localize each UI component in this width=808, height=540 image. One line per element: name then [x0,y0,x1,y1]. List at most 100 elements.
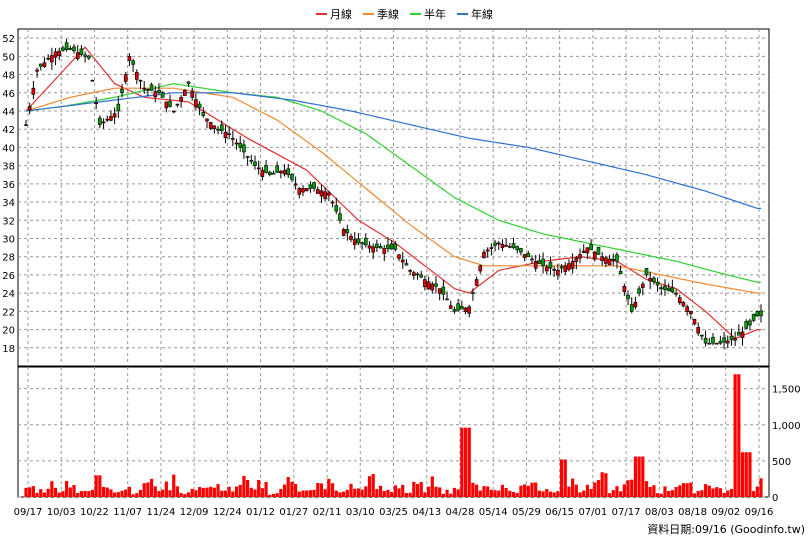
volume-axis: 1,500 1,000 500 0 [772,385,801,504]
candle-body [445,298,449,301]
candle-body [75,52,80,60]
price-tick-label: 46 [2,89,15,100]
volume-bar [696,490,700,497]
volume-bar [593,482,597,497]
volume-bar [50,481,54,497]
candle-body [79,48,84,55]
volume-bar [327,478,331,497]
volume-bar [644,481,649,497]
candle-body [24,124,28,126]
volume-bars [24,374,763,497]
candle-body [46,57,50,60]
volume-bar [552,492,556,497]
volume-bar [197,487,202,497]
candle-body [397,254,401,259]
ma-line-monthly [25,46,761,340]
candle-body [681,301,686,307]
volume-bar [172,474,176,497]
date-tick-label: 07/01 [578,507,607,518]
candle-body [323,191,327,199]
volume-bar [31,486,35,497]
volume-bar [674,487,678,497]
volume-bar [135,493,139,497]
candle-body [467,306,472,314]
candle-body [677,297,682,304]
legend-label-quarterly-ma: 季線 [377,7,399,21]
volume-bar [294,484,298,497]
candlesticks [24,38,763,350]
candle-body [478,265,483,272]
volume-bar [486,486,490,497]
volume-bar [375,489,379,497]
candle-body [168,101,172,107]
candle-body [212,125,217,129]
volume-bar [655,493,660,497]
candle-body [227,133,231,136]
volume-bar [637,456,641,497]
price-tick-label: 26 [2,271,15,282]
volume-bar [419,481,423,497]
date-tick-label: 02/11 [313,507,342,518]
candle-body [238,142,243,148]
volume-bar [231,491,235,497]
candle-body [186,81,191,84]
candle-body [659,287,664,289]
volume-bar [482,486,486,497]
volume-bar [382,490,386,497]
candle-body [589,244,593,251]
candle-body [219,124,224,132]
candle-body [256,167,261,170]
candle-body [412,272,416,276]
candle-body [160,92,165,98]
volume-bar [563,459,567,497]
volume-bar [360,489,364,497]
volume-bar [526,485,530,497]
candle-body [696,326,701,334]
candle-body [112,113,117,118]
price-tick-label: 50 [2,52,15,63]
volume-bar [748,452,752,497]
candle-body [552,268,556,271]
volume-bar [401,484,405,497]
candle-body [98,117,102,125]
candle-body [386,244,390,249]
candle-body [245,156,250,158]
price-tick-label: 36 [2,180,15,191]
price-grid [18,29,769,366]
candle-body [485,249,490,252]
volume-bar [113,492,117,497]
date-tick-label: 10/22 [80,507,109,518]
volume-bar [24,487,28,497]
candle-body [689,311,693,314]
legend-item-monthly-ma: 月線 [316,7,352,21]
volume-bar [441,493,445,497]
volume-bar [305,490,309,497]
volume-bar [153,486,157,497]
volume-bar [72,485,76,497]
candle-body [194,99,198,108]
candle-body [375,243,379,248]
candle-body [101,121,106,124]
volume-bar [282,484,287,497]
candle-body [319,190,324,197]
volume-tick-label: 1,000 [772,421,801,432]
candle-body [35,69,39,72]
candle-body [423,279,427,288]
date-tick-label: 12/09 [180,507,209,518]
candle-body [175,103,180,106]
candle-body [515,246,520,251]
volume-bar [194,490,198,497]
volume-bar [234,486,239,497]
candle-body [138,79,143,82]
candle-body [626,294,630,300]
volume-bar [257,479,261,497]
footer-date: 09/16 [695,523,727,536]
candle-body [135,71,139,80]
volume-bar [611,490,615,497]
volume-bar [600,472,604,497]
price-tick-label: 20 [2,326,15,337]
volume-bar [186,492,191,497]
volume-bar [715,487,719,497]
volume-bar [534,482,538,497]
volume-bar [415,483,420,497]
